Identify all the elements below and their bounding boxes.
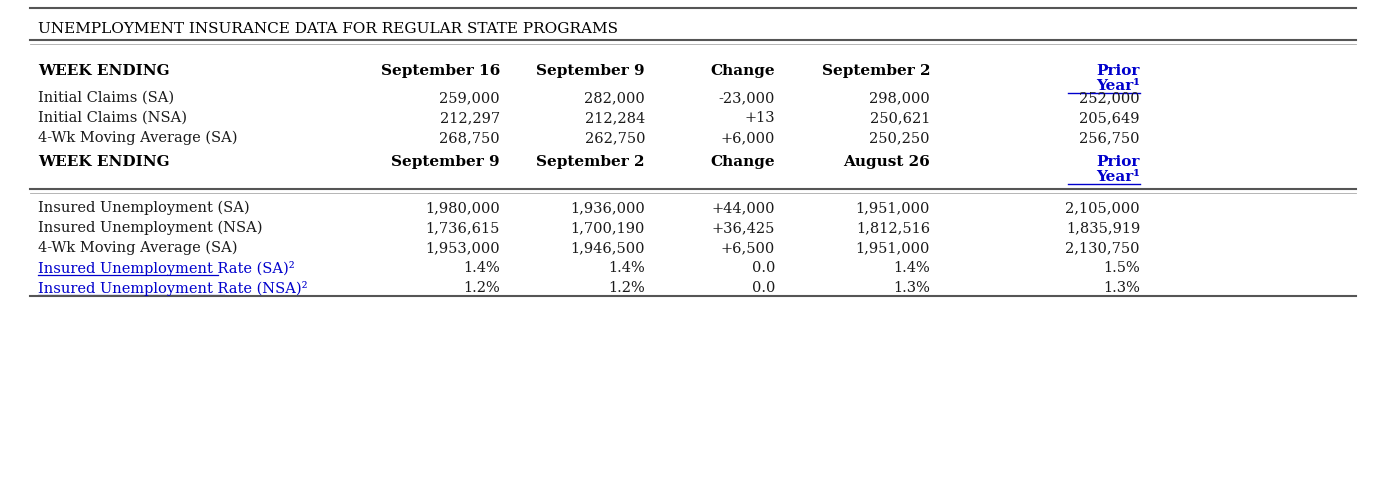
Text: Change: Change — [711, 155, 775, 169]
Text: 1.4%: 1.4% — [608, 261, 644, 275]
Text: 1,951,000: 1,951,000 — [855, 241, 930, 255]
Text: 259,000: 259,000 — [439, 91, 500, 105]
Text: 1.3%: 1.3% — [1103, 281, 1141, 295]
Text: Insured Unemployment (NSA): Insured Unemployment (NSA) — [37, 221, 262, 235]
Text: 1,953,000: 1,953,000 — [426, 241, 500, 255]
Text: September 16: September 16 — [381, 64, 500, 78]
Text: 250,250: 250,250 — [869, 131, 930, 145]
Text: 1.2%: 1.2% — [463, 281, 500, 295]
Text: 1.5%: 1.5% — [1103, 261, 1141, 275]
Text: 4-Wk Moving Average (SA): 4-Wk Moving Average (SA) — [37, 241, 237, 256]
Text: 1.4%: 1.4% — [463, 261, 500, 275]
Text: 2,130,750: 2,130,750 — [1066, 241, 1141, 255]
Text: 1,700,190: 1,700,190 — [571, 221, 644, 235]
Text: WEEK ENDING: WEEK ENDING — [37, 64, 169, 78]
Text: Change: Change — [711, 64, 775, 78]
Text: 1,736,615: 1,736,615 — [426, 221, 500, 235]
Text: Initial Claims (NSA): Initial Claims (NSA) — [37, 111, 187, 125]
Text: 1.3%: 1.3% — [893, 281, 930, 295]
Text: +13: +13 — [744, 111, 775, 125]
Text: 205,649: 205,649 — [1080, 111, 1141, 125]
Text: Insured Unemployment Rate (SA)²: Insured Unemployment Rate (SA)² — [37, 261, 295, 276]
Text: September 2: September 2 — [536, 155, 644, 169]
Text: September 9: September 9 — [391, 155, 500, 169]
Text: 0.0: 0.0 — [751, 261, 775, 275]
Text: 212,284: 212,284 — [585, 111, 644, 125]
Text: +36,425: +36,425 — [711, 221, 775, 235]
Text: September 9: September 9 — [536, 64, 644, 78]
Text: UNEMPLOYMENT INSURANCE DATA FOR REGULAR STATE PROGRAMS: UNEMPLOYMENT INSURANCE DATA FOR REGULAR … — [37, 22, 618, 36]
Text: 298,000: 298,000 — [869, 91, 930, 105]
Text: 4-Wk Moving Average (SA): 4-Wk Moving Average (SA) — [37, 131, 237, 145]
Text: Prior: Prior — [1096, 64, 1141, 78]
Text: 1.2%: 1.2% — [608, 281, 644, 295]
Text: Insured Unemployment (SA): Insured Unemployment (SA) — [37, 201, 249, 215]
Text: 212,297: 212,297 — [439, 111, 500, 125]
Text: 1,936,000: 1,936,000 — [570, 201, 644, 215]
Text: 250,621: 250,621 — [869, 111, 930, 125]
Text: Insured Unemployment Rate (NSA)²: Insured Unemployment Rate (NSA)² — [37, 281, 308, 296]
Text: WEEK ENDING: WEEK ENDING — [37, 155, 169, 169]
Text: August 26: August 26 — [843, 155, 930, 169]
Text: Prior: Prior — [1096, 155, 1141, 169]
Text: 1,946,500: 1,946,500 — [571, 241, 644, 255]
Text: Year¹: Year¹ — [1096, 170, 1141, 184]
Text: 1,980,000: 1,980,000 — [426, 201, 500, 215]
Text: 268,750: 268,750 — [439, 131, 500, 145]
Text: +6,000: +6,000 — [721, 131, 775, 145]
Text: 262,750: 262,750 — [585, 131, 644, 145]
Text: September 2: September 2 — [822, 64, 930, 78]
Text: 1,835,919: 1,835,919 — [1066, 221, 1141, 235]
Text: 1,951,000: 1,951,000 — [855, 201, 930, 215]
Text: 2,105,000: 2,105,000 — [1066, 201, 1141, 215]
Text: +6,500: +6,500 — [721, 241, 775, 255]
Text: 282,000: 282,000 — [585, 91, 644, 105]
Text: +44,000: +44,000 — [711, 201, 775, 215]
Text: Initial Claims (SA): Initial Claims (SA) — [37, 91, 175, 105]
Text: 1,812,516: 1,812,516 — [857, 221, 930, 235]
Text: 256,750: 256,750 — [1080, 131, 1141, 145]
Text: 0.0: 0.0 — [751, 281, 775, 295]
Text: 252,000: 252,000 — [1080, 91, 1141, 105]
Text: 1.4%: 1.4% — [893, 261, 930, 275]
Text: -23,000: -23,000 — [718, 91, 775, 105]
Text: Year¹: Year¹ — [1096, 79, 1141, 93]
